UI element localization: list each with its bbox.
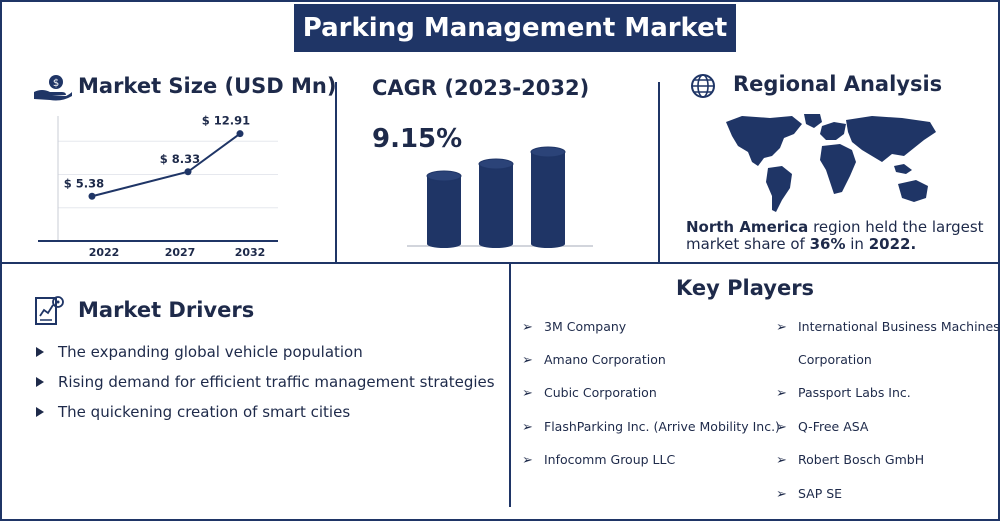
divider (658, 82, 660, 262)
arrow-icon: ➢ (522, 386, 533, 401)
regional-text-line-1: North America region held the largest (686, 218, 984, 236)
bar-cylinder-top (478, 158, 514, 170)
key-player-item: ➢ Passport Labs Inc. (776, 385, 911, 401)
bar-cylinder (531, 152, 565, 244)
arrow-icon: ➢ (776, 320, 787, 335)
bar-cylinder (427, 176, 461, 244)
regional-text: region held the largest (808, 218, 984, 236)
data-point (184, 168, 192, 176)
key-player-item: ➢ 3M Company (522, 319, 627, 335)
key-player-item: ➢ Q-Free ASA (776, 419, 869, 435)
world-map (722, 112, 944, 218)
data-label: $ 8.33 (160, 152, 200, 166)
bar-cylinder-base (427, 240, 461, 248)
bar-cylinder-top (530, 146, 566, 158)
market-size-heading: Market Size (USD Mn) (78, 74, 337, 98)
arrow-icon: ➢ (522, 453, 533, 468)
report-icon (34, 294, 64, 326)
key-player-item: ➢ Robert Bosch GmbH (776, 452, 925, 468)
key-player-item: ➢ Amano Corporation (522, 352, 666, 368)
arrow-icon: ➢ (776, 487, 787, 502)
region-name: North America (686, 218, 809, 236)
page-title: Parking Management Market (294, 4, 736, 52)
globe-icon (690, 73, 716, 99)
bar-cylinder-top (426, 170, 462, 182)
regional-text-line-2: market share of 36% in 2022. (686, 235, 916, 253)
arrow-icon: ➢ (776, 453, 787, 468)
data-point (236, 130, 244, 138)
x-tick-label: 2022 (89, 246, 120, 258)
cagr-bar-chart (407, 146, 593, 248)
region-year: 2022. (868, 235, 917, 253)
data-label: $ 12.91 (202, 114, 250, 128)
key-player-item: ➢ Cubic Corporation (522, 385, 657, 401)
arrow-icon: ➢ (522, 420, 533, 435)
divider (509, 262, 511, 507)
key-player-item-continuation: Corporation (798, 352, 872, 367)
list-item: The expanding global vehicle population (34, 343, 504, 373)
arrow-icon: ➢ (776, 386, 787, 401)
money-hand-icon: $ (32, 74, 72, 102)
data-point (88, 192, 96, 200)
cagr-heading: CAGR (2023-2032) (372, 76, 590, 100)
x-tick-label: 2027 (165, 246, 196, 258)
market-size-line-chart: $ 5.38 2022 $ 8.33 2027 $ 12.91 2032 (38, 114, 278, 258)
region-share: 36% (809, 235, 846, 253)
arrow-icon: ➢ (776, 420, 787, 435)
svg-text:$: $ (53, 78, 59, 89)
divider (335, 82, 337, 262)
divider (0, 262, 1000, 264)
key-player-item: ➢ Infocomm Group LLC (522, 452, 676, 468)
bar-cylinder (479, 164, 513, 244)
key-players-heading: Key Players (676, 276, 815, 300)
drivers-list: The expanding global vehicle population … (34, 343, 504, 433)
cagr-value: 9.15% (372, 124, 463, 154)
regional-text: in (845, 235, 869, 253)
key-player-item: ➢ SAP SE (776, 486, 843, 502)
arrow-icon: ➢ (522, 320, 533, 335)
bar-cylinder-base (531, 240, 565, 248)
list-item: The quickening creation of smart cities (34, 403, 504, 433)
bar-cylinder-base (479, 240, 513, 248)
drivers-heading: Market Drivers (78, 298, 255, 322)
list-item: Rising demand for efficient traffic mana… (34, 373, 504, 403)
x-tick-label: 2032 (235, 246, 266, 258)
key-player-item: ➢ International Business Machines (776, 319, 1000, 335)
key-player-item: ➢ FlashParking Inc. (Arrive Mobility Inc.… (522, 419, 780, 435)
data-label: $ 5.38 (64, 176, 104, 190)
regional-heading: Regional Analysis (733, 72, 943, 96)
regional-text: market share of (686, 235, 810, 253)
arrow-icon: ➢ (522, 353, 533, 368)
